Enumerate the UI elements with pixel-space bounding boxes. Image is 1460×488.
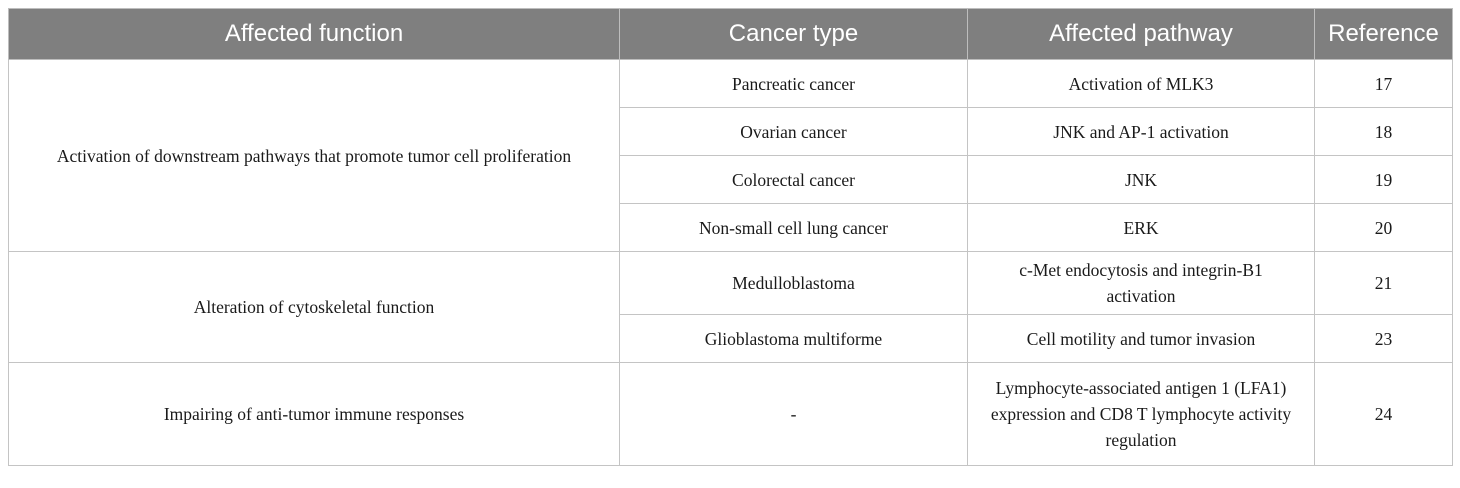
header-affected-function: Affected function [8,8,620,60]
affected-function-cell: Alteration of cytoskeletal function [8,251,620,363]
reference-cell: 23 [1314,314,1453,363]
affected-pathway-cell: ERK [967,203,1315,252]
affected-function-cell: Activation of downstream pathways that p… [8,59,620,252]
reference-cell: 18 [1314,107,1453,156]
cancer-type-cell: Glioblastoma multiforme [619,314,968,363]
reference-cell: 19 [1314,155,1453,204]
table-row: Activation of downstream pathways that p… [8,59,1453,252]
cancer-type-cell: Ovarian cancer [619,107,968,156]
cancer-type-cell: Medulloblastoma [619,251,968,315]
table-row: Colorectal cancer JNK 19 [9,155,1453,204]
affected-function-cell: Impairing of anti-tumor immune responses [8,362,620,466]
affected-pathway-cell: Cell motility and tumor invasion [967,314,1315,363]
cancer-type-cell: Pancreatic cancer [619,59,968,108]
table-row: Non-small cell lung cancer ERK 20 [9,203,1453,252]
affected-pathway-cell: Activation of MLK3 [967,59,1315,108]
cancer-type-cell: Non-small cell lung cancer [619,203,968,252]
reference-cell: 17 [1314,59,1453,108]
header-affected-pathway: Affected pathway [967,8,1315,60]
table-row: Ovarian cancer JNK and AP-1 activation 1… [9,107,1453,156]
reference-cell: 24 [1314,362,1453,466]
header-cancer-type: Cancer type [619,8,968,60]
table-row: Glioblastoma multiforme Cell motility an… [9,314,1453,363]
affected-pathway-cell: JNK and AP-1 activation [967,107,1315,156]
affected-pathway-cell: Lymphocyte-associated antigen 1 (LFA1) e… [967,362,1315,466]
cancer-type-cell: Colorectal cancer [619,155,968,204]
affected-pathway-cell: JNK [967,155,1315,204]
reference-cell: 20 [1314,203,1453,252]
cancer-type-cell: - [619,362,968,466]
table-row: Alteration of cytoskeletal function Medu… [8,251,1453,363]
header-reference: Reference [1314,8,1453,60]
header-row: Affected function Cancer type Affected p… [8,8,1453,60]
affected-pathway-cell: c-Met endocytosis and integrin-B1 activa… [967,251,1315,315]
data-table: Affected function Cancer type Affected p… [8,8,1453,466]
table-row: Impairing of anti-tumor immune responses… [8,362,1453,466]
reference-cell: 21 [1314,251,1453,315]
table-header: Affected function Cancer type Affected p… [8,8,1453,60]
table-body: Activation of downstream pathways that p… [8,59,1453,466]
